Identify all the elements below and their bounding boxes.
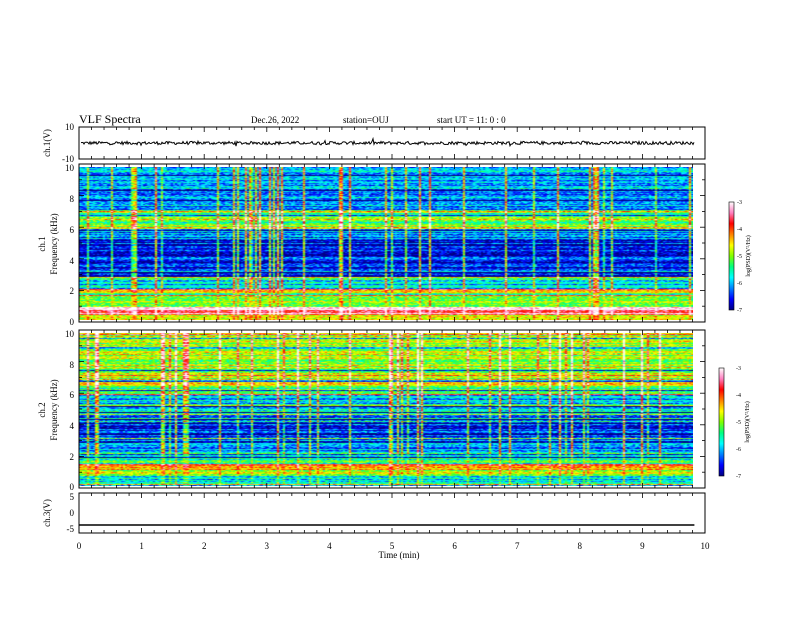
ch2-spectrogram-ylabel-channel: ch.2: [37, 402, 47, 417]
ch2-colorbar-frame: [718, 367, 725, 477]
ch1-ytick-0: 0: [70, 317, 75, 327]
date-label: Dec.26, 2022: [251, 115, 299, 125]
x-tick-9: 9: [640, 541, 645, 551]
x-tick-10: 10: [701, 541, 711, 551]
ch3-ytick-0: 0: [70, 508, 75, 518]
ch2-cb-tick-minus5: -5: [736, 420, 741, 426]
ch1-ytick-10: 10: [65, 122, 75, 132]
x-tick-6: 6: [452, 541, 457, 551]
start-time-label: start UT = 11: 0 : 0: [437, 115, 506, 125]
ch2-colorbar-label: log(PSD)(V²/Hz): [744, 401, 751, 442]
ch1-colorbar-frame: [728, 201, 735, 311]
x-tick-5: 5: [390, 541, 395, 551]
ch1-waveform-trace: [80, 136, 695, 148]
ch2-ytick-4: 4: [70, 421, 75, 431]
axis-tick-marks: [78, 127, 706, 533]
ch1-colorbar-gradient: [729, 202, 734, 310]
x-axis-label: Time (min): [379, 550, 420, 560]
ch3-ytick-minus5: -5: [67, 524, 75, 534]
ch2-ytick-8: 8: [70, 360, 75, 370]
ch2-ytick-2: 2: [70, 452, 75, 462]
ch1-colorbar-label: log(PSD)(V²/Hz): [745, 235, 752, 276]
x-tick-3: 3: [265, 541, 270, 551]
ch3-waveform-frame: [78, 492, 706, 534]
ch1-ytick-4: 4: [70, 256, 75, 266]
ch2-colorbar-gradient: [719, 368, 724, 476]
ch1-cb-tick-minus4: -4: [737, 227, 742, 233]
ch2-ytick-6: 6: [70, 390, 75, 400]
ch1-cb-tick-minus7: -7: [737, 308, 742, 314]
ch1-cb-tick-minus5: -5: [737, 254, 742, 260]
ch2-spectrogram-panel: 0 2 4 6 8 10 ch.2 Frequency (kHz): [37, 329, 706, 492]
ch1-spectrogram-ylabel-frequency: Frequency (kHz): [49, 213, 59, 274]
x-tick-4: 4: [327, 541, 332, 551]
ch1-ytick-minus10: -10: [62, 154, 74, 164]
ch3-waveform-ylabel: ch.3(V): [42, 499, 52, 527]
ch1-ytick-2: 2: [70, 286, 75, 296]
ch1-cb-tick-minus3: -3: [737, 200, 742, 206]
ch2-spectrogram-ylabel-frequency: Frequency (kHz): [49, 379, 59, 440]
ch2-colorbar: -3 -4 -5 -6 -7 log(PSD)(V²/Hz): [718, 366, 751, 480]
ch1-cb-tick-minus6: -6: [737, 281, 742, 287]
ch1-spectrogram-ylabel-channel: ch.1: [37, 236, 47, 251]
ch1-ytick-10khz: 10: [65, 163, 75, 173]
x-tick-7: 7: [515, 541, 520, 551]
x-tick-8: 8: [578, 541, 583, 551]
ch3-ytick-5: 5: [70, 492, 75, 502]
ch1-ytick-8: 8: [70, 194, 75, 204]
ch1-spectrogram-panel: 0 2 4 6 8 10 ch.1 Frequency (kHz): [37, 163, 706, 327]
x-tick-0: 0: [77, 541, 82, 551]
ch2-cb-tick-minus7: -7: [736, 474, 741, 480]
ch1-ytick-6: 6: [70, 225, 75, 235]
ch2-ytick-0: 0: [70, 482, 75, 492]
x-axis-tick-labels: 0 1 2 3 4 5 6 7 8 9 10: [77, 541, 710, 551]
station-label: station=OUJ: [343, 115, 389, 125]
figure-title: VLF Spectra: [79, 112, 141, 126]
ch2-spectrogram-image: [79, 333, 693, 486]
ch1-waveform-ylabel: ch.1(V): [42, 129, 52, 157]
ch2-cb-tick-minus4: -4: [736, 393, 741, 399]
x-tick-2: 2: [202, 541, 207, 551]
ch2-cb-tick-minus6: -6: [736, 447, 741, 453]
ch2-ytick-10khz: 10: [65, 329, 75, 339]
ch2-cb-tick-minus3: -3: [736, 366, 741, 372]
x-tick-1: 1: [139, 541, 144, 551]
ch1-colorbar: -3 -4 -5 -6 -7 log(PSD)(V²/Hz): [728, 200, 752, 314]
ch3-waveform-panel: 5 0 -5 ch.3(V): [42, 492, 706, 534]
ch1-spectrogram-image: [79, 167, 693, 320]
